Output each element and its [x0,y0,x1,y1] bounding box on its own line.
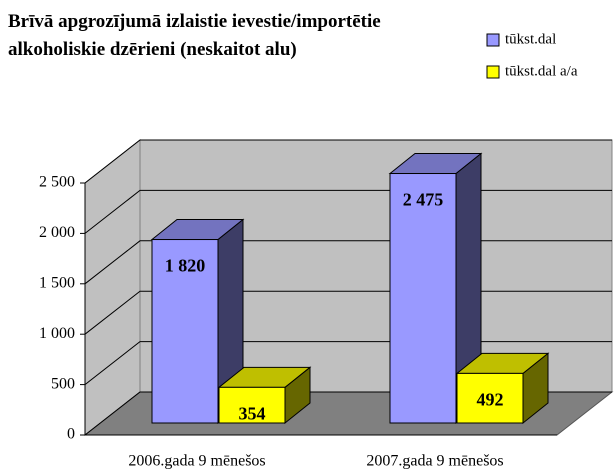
bar [218,386,286,424]
data-label: 354 [239,403,266,423]
x-tick-label: 2007.gada 9 mēnešos [366,453,503,470]
legend-swatch [486,33,500,47]
y-tick-label: 1 000 [39,325,75,342]
grid-line [84,139,612,184]
y-tick-label: 2 500 [39,174,75,191]
bar [389,173,457,424]
legend-label: tūkst.dal a/a [505,63,578,79]
bar [151,239,219,424]
y-tick-label: 0 [67,426,75,443]
chart-title: Brīvā apgrozījumā izlaistie ievestie/imp… [8,11,381,60]
data-label: 492 [477,390,504,410]
side-wall [84,138,141,437]
legend-swatch [486,65,500,79]
data-label: 1 820 [165,256,206,276]
legend-label: tūkst.dal [505,31,556,47]
y-tick-label: 500 [51,375,75,392]
y-tick-label: 1 500 [39,274,75,291]
bar [456,372,524,424]
y-tick-label: 2 000 [39,224,75,241]
x-tick-label: 2006.gada 9 mēnešos [128,453,265,470]
data-label: 2 475 [403,190,444,210]
